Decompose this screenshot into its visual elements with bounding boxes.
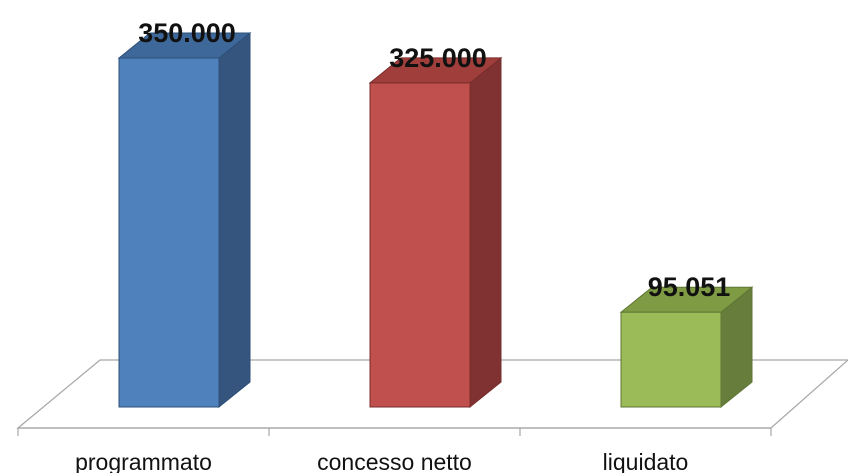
bar-side-programmato xyxy=(218,31,251,409)
bar-liquidato xyxy=(619,286,754,409)
value-label-programmato: 350.000 xyxy=(138,18,236,48)
bar-front-liquidato xyxy=(620,311,722,408)
value-label-concesso-netto: 325.000 xyxy=(389,43,487,73)
bar-side-concesso-netto xyxy=(469,56,502,409)
bar-programmato xyxy=(117,31,252,409)
category-label-concesso-netto: concesso netto xyxy=(317,449,472,473)
category-label-liquidato: liquidato xyxy=(603,449,689,473)
bar-front-programmato xyxy=(118,57,220,408)
bar-concesso-netto xyxy=(368,56,503,409)
bar-front-concesso-netto xyxy=(369,82,471,408)
category-labels: programmato concesso netto liquidato xyxy=(75,449,688,473)
value-labels: 350.000 325.000 95.051 xyxy=(138,18,730,302)
category-label-programmato: programmato xyxy=(75,449,212,473)
bar-series xyxy=(117,31,754,409)
value-label-liquidato: 95.051 xyxy=(648,272,731,302)
